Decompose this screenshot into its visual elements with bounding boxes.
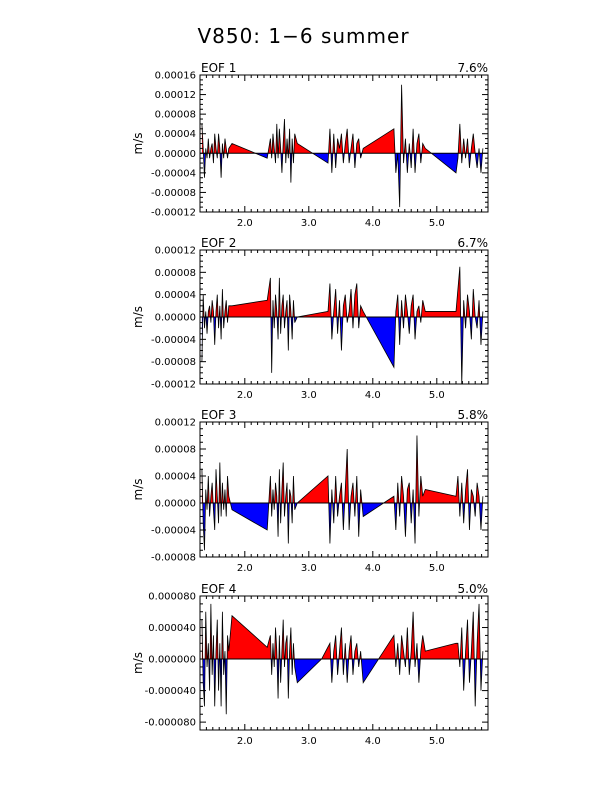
ytick-label: -0.000040: [145, 686, 196, 697]
variance-label: 6.7%: [458, 236, 489, 250]
series-line: [201, 266, 484, 384]
panel-label: EOF 4: [201, 582, 236, 596]
ytick-label: 0.00008: [155, 110, 196, 121]
ytick-label: 0.00008: [155, 445, 196, 456]
ytick-label: 0.00004: [155, 472, 196, 483]
ytick-label: 0.00004: [155, 129, 196, 140]
ytick-label: 0.00016: [155, 71, 196, 82]
ytick-label: 0.000000: [148, 655, 196, 666]
y-axis-label: m/s: [131, 133, 145, 155]
ytick-label: 0.00000: [155, 313, 196, 324]
series-line: [201, 603, 484, 715]
xtick-label: 2.0: [237, 218, 253, 229]
ytick-label: -0.00008: [151, 357, 196, 368]
series-line: [201, 435, 484, 551]
ytick-label: 0.00000: [155, 499, 196, 510]
positive-area: [201, 266, 483, 317]
xtick-label: 4.0: [365, 218, 381, 229]
xtick-label: 2.0: [237, 390, 253, 401]
xtick-label: 3.0: [301, 736, 317, 747]
ytick-label: 0.000040: [148, 623, 196, 634]
panel-label: EOF 1: [201, 61, 236, 75]
variance-label: 5.8%: [458, 408, 489, 422]
series-line: [201, 84, 484, 208]
ytick-label: -0.000080: [145, 718, 196, 729]
eof-panel-1: -0.00012 -0.00008 -0.00004 0.00000 0.00004 0.…: [131, 61, 489, 229]
figure-title: V850: 1−6 summer: [197, 24, 410, 48]
eof-panel-3: -0.00008 -0.00004 0.00000 0.00004 0.00008 0.0…: [131, 408, 489, 574]
xtick-label: 5.0: [429, 218, 445, 229]
variance-label: 5.0%: [458, 582, 489, 596]
xtick-label: 5.0: [429, 563, 445, 574]
xtick-label: 3.0: [301, 563, 317, 574]
y-axis-label: m/s: [131, 306, 145, 328]
eof-panel-4: -0.000080 -0.000040 0.000000 0.000040 0.0000…: [131, 582, 489, 747]
y-axis-label: m/s: [131, 652, 145, 674]
panel-label: EOF 2: [201, 236, 236, 250]
xtick-label: 4.0: [365, 390, 381, 401]
ytick-label: -0.00004: [151, 168, 196, 179]
ytick-label: 0.00004: [155, 290, 196, 301]
xtick-label: 2.0: [237, 563, 253, 574]
plot-frame: [199, 421, 489, 558]
ytick-label: -0.00012: [151, 380, 196, 391]
xtick-label: 3.0: [301, 390, 317, 401]
ytick-label: 0.00012: [155, 418, 196, 429]
ytick-label: -0.00004: [151, 526, 196, 537]
positive-area: [201, 603, 483, 660]
ytick-label: 0.000080: [148, 592, 196, 603]
ytick-label: -0.00012: [151, 208, 196, 219]
xtick-label: 2.0: [237, 736, 253, 747]
ytick-label: -0.00008: [151, 188, 196, 199]
ytick-label: -0.00008: [151, 553, 196, 564]
xtick-label: 5.0: [429, 390, 445, 401]
variance-label: 7.6%: [458, 61, 489, 75]
ytick-label: 0.00012: [155, 246, 196, 257]
eof-panel-2: -0.00012 -0.00008 -0.00004 0.00000 0.00004 0.…: [131, 236, 489, 401]
ytick-label: 0.00008: [155, 268, 196, 279]
negative-area: [201, 153, 483, 208]
xtick-label: 4.0: [365, 736, 381, 747]
plot-frame: [199, 74, 489, 213]
xtick-label: 3.0: [301, 218, 317, 229]
panel-label: EOF 3: [201, 408, 236, 422]
xtick-label: 4.0: [365, 563, 381, 574]
plot-frame: [199, 595, 489, 731]
xtick-label: 5.0: [429, 736, 445, 747]
ytick-label: -0.00004: [151, 335, 196, 346]
ytick-label: 0.00012: [155, 90, 196, 101]
y-axis-label: m/s: [131, 479, 145, 501]
ytick-label: 0.00000: [155, 149, 196, 160]
